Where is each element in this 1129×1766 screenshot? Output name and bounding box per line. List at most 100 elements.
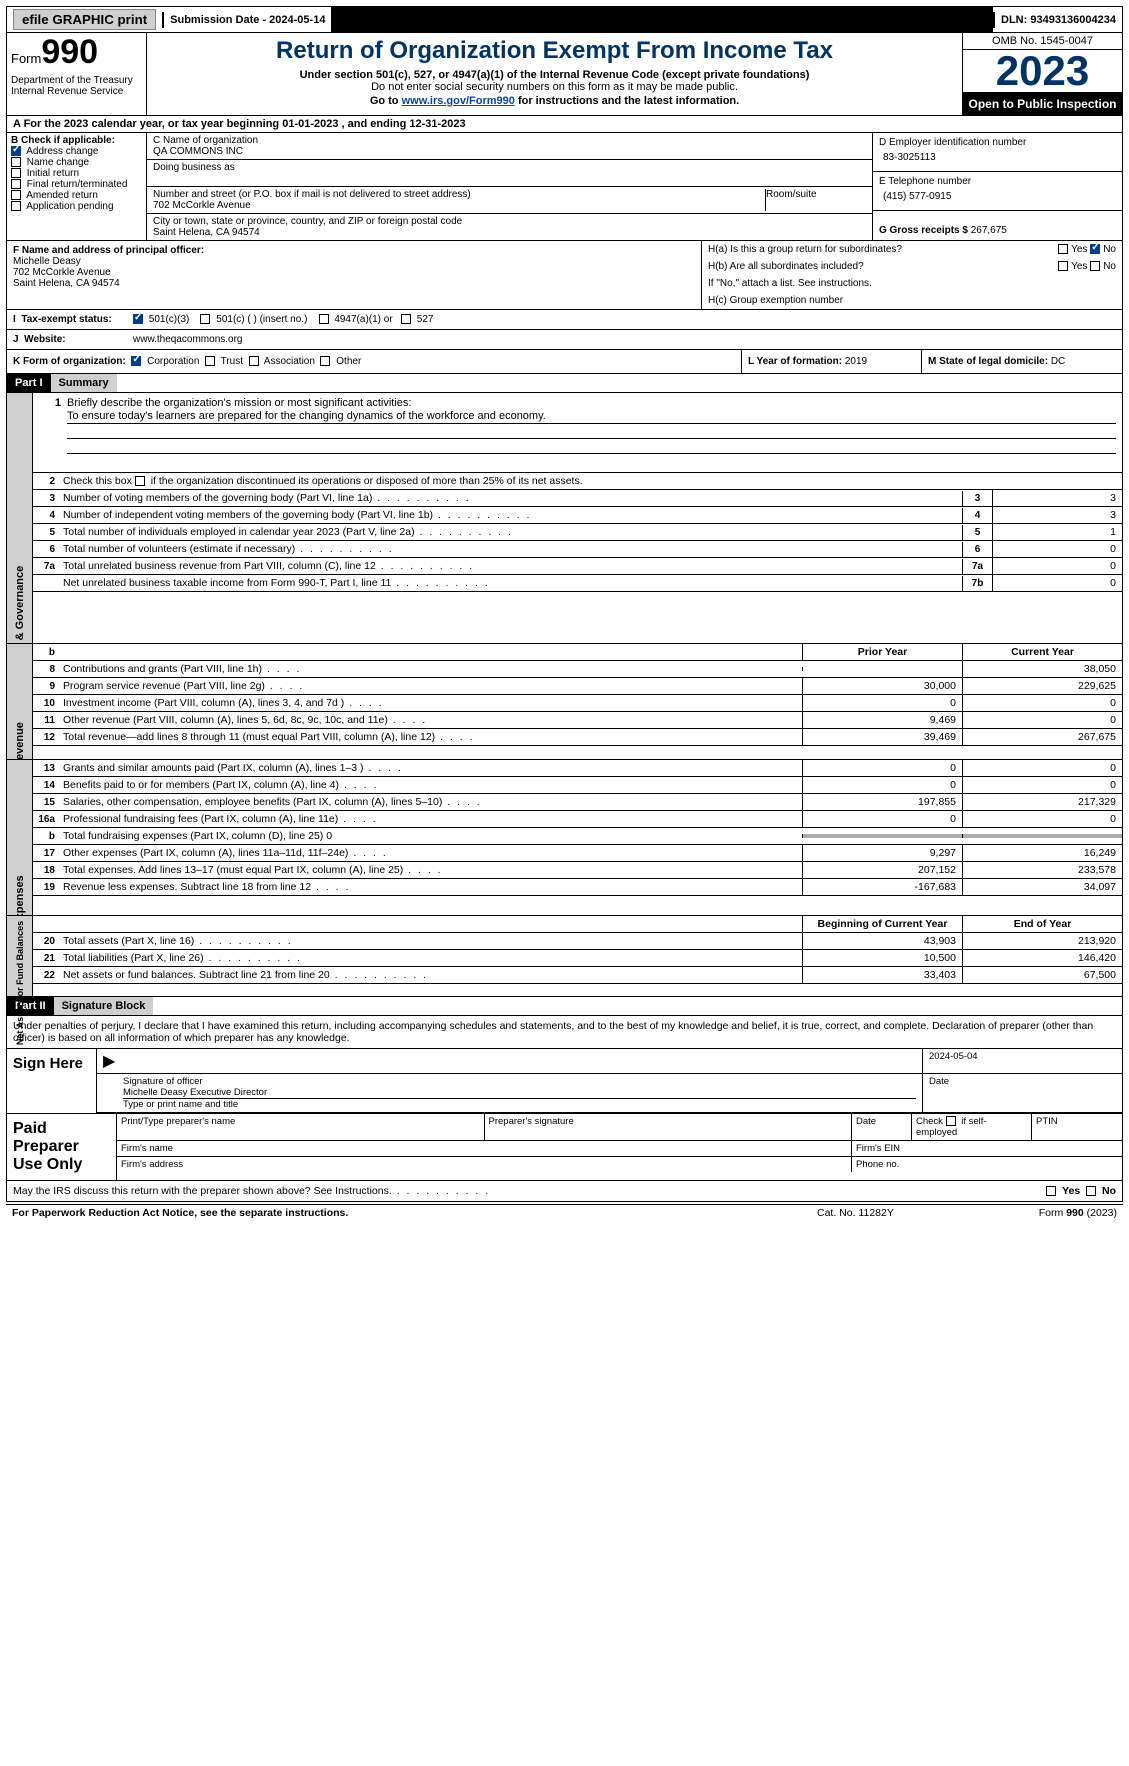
efile-print-button[interactable]: efile GRAPHIC print [13, 9, 156, 30]
ptin-lbl: PTIN [1032, 1114, 1122, 1140]
firm-name-lbl: Firm's name [117, 1141, 852, 1156]
prep-date-lbl: Date [852, 1114, 912, 1140]
line-20: 20Total assets (Part X, line 16)43,90321… [33, 933, 1122, 950]
part1-header: Part ISummary [6, 374, 1123, 393]
revenue-header: b Prior Year Current Year [33, 644, 1122, 661]
website-value: www.theqacommons.org [127, 330, 1122, 349]
line-6: 6Total number of volunteers (estimate if… [33, 541, 1122, 558]
city-cell: City or town, state or province, country… [147, 214, 872, 240]
trust-checkbox[interactable] [205, 356, 215, 366]
sign-here-label: Sign Here [7, 1049, 97, 1113]
prep-name-lbl: Print/Type preparer's name [117, 1114, 485, 1140]
phone-cell: E Telephone number(415) 577-0915 [873, 172, 1122, 211]
corp-checkbox[interactable] [131, 356, 141, 366]
checkbox-initial-return[interactable]: Initial return [11, 168, 142, 179]
mission-block: 1Briefly describe the organization's mis… [33, 393, 1122, 473]
line-7a: 7aTotal unrelated business revenue from … [33, 558, 1122, 575]
sig-date: 2024-05-04 [922, 1049, 1122, 1073]
sidebar-expenses: Expenses [7, 760, 33, 915]
other-checkbox[interactable] [320, 356, 330, 366]
org-name-cell: C Name of organization QA COMMONS INC [147, 133, 872, 160]
subtitle-1: Under section 501(c), 527, or 4947(a)(1)… [151, 69, 958, 81]
4947-checkbox[interactable] [319, 314, 329, 324]
hb-no-checkbox[interactable] [1090, 261, 1100, 271]
501c3-checkbox[interactable] [133, 314, 143, 324]
checkbox-name-change[interactable]: Name change [11, 157, 142, 168]
sidebar-governance: Activities & Governance [7, 393, 33, 643]
row-J-website: J Website: www.theqacommons.org [6, 330, 1123, 350]
mission-text: To ensure today's learners are prepared … [67, 409, 1116, 424]
checkbox-application-pending[interactable]: Application pending [11, 201, 142, 212]
line-b: bTotal fundraising expenses (Part IX, co… [33, 828, 1122, 845]
row-K: K Form of organization: Corporation Trus… [7, 350, 742, 373]
line-21: 21Total liabilities (Part X, line 26)10,… [33, 950, 1122, 967]
sidebar-revenue: Revenue [7, 644, 33, 759]
line-3: 3Number of voting members of the governi… [33, 490, 1122, 507]
principal-officer: F Name and address of principal officer:… [7, 241, 702, 309]
discuss-no-checkbox[interactable] [1086, 1186, 1096, 1196]
line-14: 14Benefits paid to or for members (Part … [33, 777, 1122, 794]
firm-phone-lbl: Phone no. [852, 1157, 1122, 1172]
501c-checkbox[interactable] [200, 314, 210, 324]
527-checkbox[interactable] [401, 314, 411, 324]
assoc-checkbox[interactable] [249, 356, 259, 366]
page-footer: For Paperwork Reduction Act Notice, see … [6, 1204, 1123, 1221]
declaration-text: Under penalties of perjury, I declare th… [6, 1016, 1123, 1049]
line-19: 19Revenue less expenses. Subtract line 1… [33, 879, 1122, 896]
topbar-spacer [331, 7, 993, 32]
line-8: 8Contributions and grants (Part VIII, li… [33, 661, 1122, 678]
ha-yes-checkbox[interactable] [1058, 244, 1068, 254]
form-header: Form990 Department of the Treasury Inter… [6, 33, 1123, 116]
checkbox-amended-return[interactable]: Amended return [11, 190, 142, 201]
dept-label: Department of the Treasury Internal Reve… [11, 75, 142, 97]
prep-selfemp: Check if self-employed [912, 1114, 1032, 1140]
row-I-tax-status: I Tax-exempt status: 501(c)(3) 501(c) ( … [6, 310, 1123, 330]
line-2: 2Check this box if the organization disc… [33, 473, 1122, 490]
discuss-yes-checkbox[interactable] [1046, 1186, 1056, 1196]
ha-no-checkbox[interactable] [1090, 244, 1100, 254]
line-4: 4Number of independent voting members of… [33, 507, 1122, 524]
netassets-header: Beginning of Current Year End of Year [33, 916, 1122, 933]
paid-preparer-label: Paid Preparer Use Only [7, 1114, 117, 1180]
discuss-row: May the IRS discuss this return with the… [6, 1181, 1123, 1202]
line-9: 9Program service revenue (Part VIII, lin… [33, 678, 1122, 695]
irs-link[interactable]: www.irs.gov/Form990 [402, 95, 515, 107]
hb-yes-checkbox[interactable] [1058, 261, 1068, 271]
line-5: 5Total number of individuals employed in… [33, 524, 1122, 541]
checkbox-address-change[interactable]: Address change [11, 146, 142, 157]
line-17: 17Other expenses (Part IX, column (A), l… [33, 845, 1122, 862]
org-name: QA COMMONS INC [153, 146, 866, 157]
subtitle-2: Do not enter social security numbers on … [151, 81, 958, 93]
row-M: M State of legal domicile: DC [922, 350, 1122, 373]
checkbox-final-return-terminated[interactable]: Final return/terminated [11, 179, 142, 190]
gross-receipts: G Gross receipts $ 267,675 [873, 211, 1122, 240]
sign-arrow-icon: ▶ [97, 1049, 117, 1073]
top-toolbar: efile GRAPHIC print Submission Date - 20… [6, 6, 1123, 33]
row-L: L Year of formation: 2019 [742, 350, 922, 373]
line-15: 15Salaries, other compensation, employee… [33, 794, 1122, 811]
sidebar-netassets: Net Assets or Fund Balances [7, 916, 33, 996]
subtitle-3: Go to www.irs.gov/Form990 for instructio… [151, 95, 958, 107]
submission-date: Submission Date - 2024-05-14 [162, 12, 331, 28]
line-22: 22Net assets or fund balances. Subtract … [33, 967, 1122, 984]
line-13: 13Grants and similar amounts paid (Part … [33, 760, 1122, 777]
dln-label: DLN: 93493136004234 [993, 12, 1122, 28]
open-inspection: Open to Public Inspection [963, 93, 1122, 115]
officer-name: Michelle Deasy Executive Director [123, 1087, 916, 1099]
firm-addr-lbl: Firm's address [117, 1157, 852, 1172]
selfemp-checkbox[interactable] [946, 1116, 956, 1126]
line-10: 10Investment income (Part VIII, column (… [33, 695, 1122, 712]
col-B-checkboxes: B Check if applicable: Address change Na… [7, 133, 147, 240]
form-title: Return of Organization Exempt From Incom… [151, 37, 958, 65]
line-16a: 16aProfessional fundraising fees (Part I… [33, 811, 1122, 828]
group-return-block: H(a) Is this a group return for subordin… [702, 241, 1122, 309]
line-18: 18Total expenses. Add lines 13–17 (must … [33, 862, 1122, 879]
dba-cell: Doing business as [147, 160, 872, 187]
line2-checkbox[interactable] [135, 476, 145, 486]
tax-year: 2023 [963, 50, 1122, 93]
form-number: Form990 [11, 35, 142, 69]
firm-ein-lbl: Firm's EIN [852, 1141, 1122, 1156]
addr-cell: Number and street (or P.O. box if mail i… [147, 187, 872, 214]
line-12: 12Total revenue—add lines 8 through 11 (… [33, 729, 1122, 746]
line-7b: Net unrelated business taxable income fr… [33, 575, 1122, 592]
